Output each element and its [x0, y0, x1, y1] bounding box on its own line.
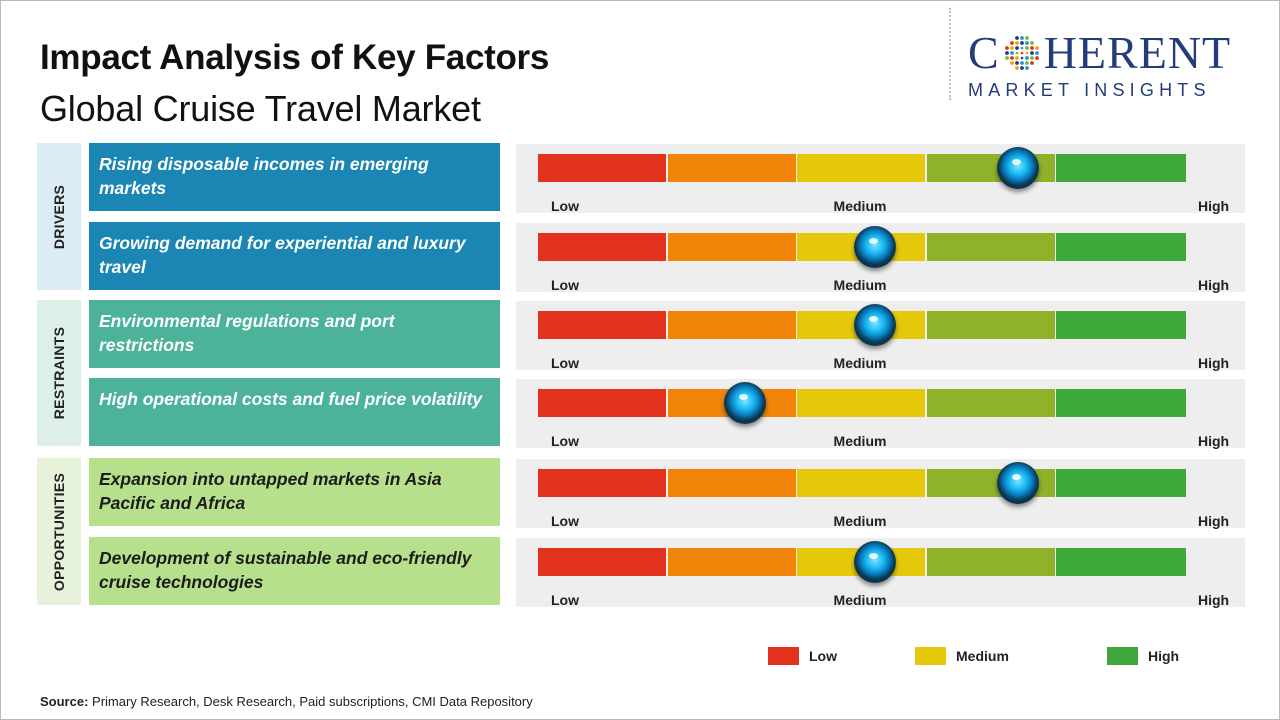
- logo-letters-herent: HERENT: [1043, 27, 1232, 78]
- impact-scale: Low Medium High: [538, 147, 1229, 214]
- factor-label: Expansion into untapped markets in Asia …: [89, 458, 500, 526]
- tick-high: High: [1198, 198, 1230, 214]
- source-prefix: Source:: [40, 694, 89, 709]
- tick-medium: Medium: [833, 433, 887, 449]
- tick-low: Low: [551, 198, 579, 214]
- impact-scale: Low Medium High: [538, 541, 1229, 608]
- legend-label-low: Low: [809, 648, 837, 664]
- tick-medium: Medium: [833, 355, 887, 371]
- tick-low: Low: [551, 592, 579, 608]
- scale-segment: [1056, 311, 1186, 339]
- category-label: OPPORTUNITIES: [51, 472, 67, 591]
- factor-label: Growing demand for experiential and luxu…: [89, 222, 500, 290]
- scale-segment: [1056, 469, 1186, 497]
- tick-low: Low: [551, 277, 579, 293]
- impact-indicator-knob: [996, 462, 1039, 504]
- legend-swatch-low: [768, 647, 799, 665]
- page-subtitle: Global Cruise Travel Market: [40, 88, 481, 129]
- impact-scale: Low Medium High: [538, 226, 1229, 293]
- impact-indicator-knob: [853, 304, 896, 346]
- impact-meter: Low Medium High: [516, 538, 1245, 608]
- impact-indicator-knob: [853, 541, 896, 583]
- scale-segment: [1056, 154, 1186, 182]
- scale-segment: [538, 154, 667, 182]
- impact-meter: Low Medium High: [516, 301, 1245, 371]
- legend-label-medium: Medium: [956, 648, 1009, 664]
- legend-item-medium: Medium: [915, 647, 1009, 665]
- category-label: RESTRAINTS: [51, 326, 68, 420]
- scale-segment: [1056, 548, 1186, 576]
- impact-scale: Low Medium High: [538, 304, 1229, 371]
- tick-medium: Medium: [833, 277, 887, 293]
- scale-segment: [667, 233, 796, 261]
- logo-divider: [949, 8, 951, 100]
- factor-label: Rising disposable incomes in emerging ma…: [89, 143, 500, 211]
- source-text: Primary Research, Desk Research, Paid su…: [92, 694, 533, 709]
- scale-segment: [538, 469, 667, 497]
- tick-low: Low: [551, 513, 579, 529]
- scale-segment: [926, 548, 1055, 576]
- scale-segment: [1056, 389, 1186, 417]
- impact-meter: Low Medium High: [516, 223, 1245, 293]
- tick-medium: Medium: [833, 592, 887, 608]
- tick-low: Low: [551, 355, 579, 371]
- impact-indicator-knob: [724, 382, 767, 424]
- legend-swatch-medium: [915, 647, 946, 665]
- scale-segment: [538, 548, 667, 576]
- impact-indicator-knob: [996, 147, 1039, 189]
- factor-label: Environmental regulations and port restr…: [89, 300, 500, 368]
- category-drivers: DRIVERS: [37, 143, 81, 290]
- company-logo: C HERENT MARKET INSIGHTS: [968, 30, 1268, 101]
- tick-high: High: [1198, 513, 1230, 529]
- scale-segment: [797, 469, 926, 497]
- impact-scale: Low Medium High: [538, 462, 1229, 529]
- tick-high: High: [1198, 355, 1230, 371]
- impact-indicator-knob: [853, 226, 896, 268]
- scale-segment: [538, 233, 667, 261]
- impact-meter: Low Medium High: [516, 144, 1245, 214]
- category-restraints: RESTRAINTS: [37, 300, 81, 446]
- scale-segment: [797, 389, 926, 417]
- logo-letter-c: C: [968, 27, 1000, 78]
- scale-segment: [667, 469, 796, 497]
- scale-segment: [538, 389, 667, 417]
- scale-segment: [926, 311, 1055, 339]
- scale-segment: [667, 311, 796, 339]
- logo-wordmark: C HERENT: [968, 30, 1268, 76]
- tick-high: High: [1198, 277, 1230, 293]
- logo-globe-icon: [1004, 36, 1039, 70]
- impact-meter: Low Medium High: [516, 379, 1245, 449]
- source-note: Source: Primary Research, Desk Research,…: [40, 694, 533, 709]
- tick-medium: Medium: [833, 513, 887, 529]
- logo-tagline: MARKET INSIGHTS: [968, 80, 1211, 100]
- category-label: DRIVERS: [51, 184, 67, 249]
- tick-medium: Medium: [833, 198, 887, 214]
- scale-segment: [667, 548, 796, 576]
- legend-item-high: High: [1107, 647, 1179, 665]
- scale-segment: [538, 311, 667, 339]
- page-title: Impact Analysis of Key Factors: [40, 38, 550, 77]
- scale-segment: [926, 389, 1055, 417]
- tick-high: High: [1198, 592, 1230, 608]
- legend-swatch-high: [1107, 647, 1138, 665]
- legend-label-high: High: [1148, 648, 1180, 664]
- scale-segment: [797, 154, 926, 182]
- tick-high: High: [1198, 433, 1230, 449]
- scale-segment: [667, 154, 796, 182]
- factor-label: High operational costs and fuel price vo…: [89, 378, 500, 446]
- scale-segment: [926, 233, 1055, 261]
- category-opportunities: OPPORTUNITIES: [37, 458, 81, 605]
- tick-low: Low: [551, 433, 579, 449]
- impact-meter: Low Medium High: [516, 459, 1245, 529]
- legend-item-low: Low: [768, 647, 837, 665]
- impact-scale: Low Medium High: [538, 382, 1229, 449]
- scale-segment: [1056, 233, 1186, 261]
- factor-label: Development of sustainable and eco-frien…: [89, 537, 500, 605]
